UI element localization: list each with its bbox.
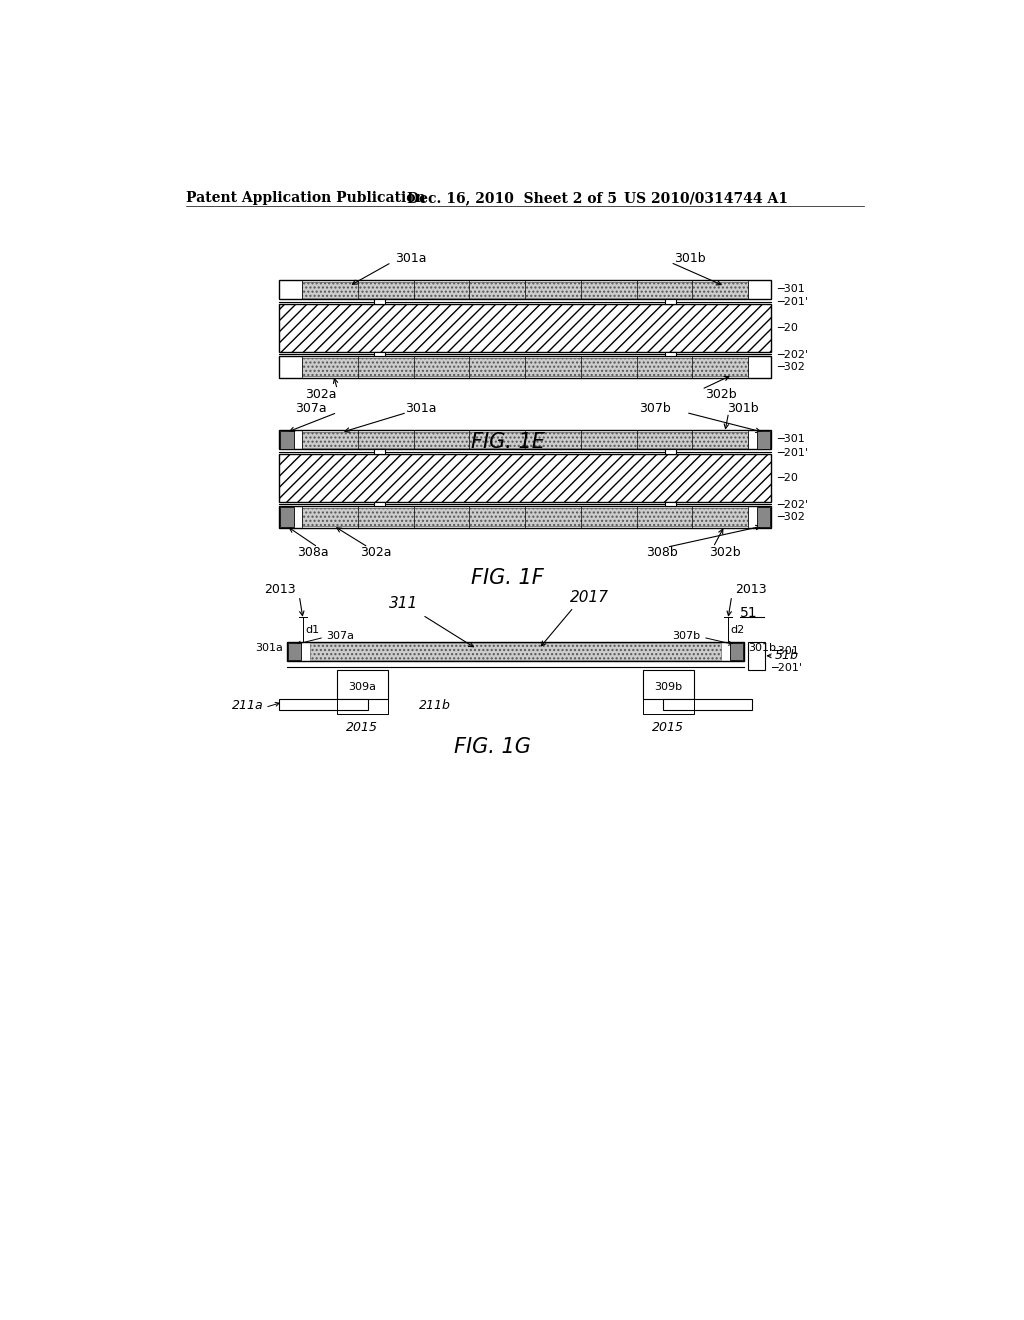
Text: US 2010/0314744 A1: US 2010/0314744 A1 <box>624 191 788 206</box>
Text: 308a: 308a <box>297 546 329 560</box>
Text: 307b: 307b <box>673 631 700 640</box>
Text: 309b: 309b <box>654 682 682 693</box>
Bar <box>757 430 770 449</box>
Text: 302b: 302b <box>706 388 737 401</box>
Text: 302a: 302a <box>360 546 392 560</box>
Bar <box>280 356 771 378</box>
Bar <box>280 700 369 710</box>
Text: d1: d1 <box>305 624 319 635</box>
Text: 302b: 302b <box>710 546 741 560</box>
Text: Dec. 16, 2010  Sheet 2 of 5: Dec. 16, 2010 Sheet 2 of 5 <box>407 191 617 206</box>
Bar <box>663 700 752 710</box>
Bar <box>665 450 676 454</box>
Text: 308b: 308b <box>646 546 678 560</box>
Text: 2017: 2017 <box>569 590 608 605</box>
Bar <box>665 351 676 356</box>
Bar <box>280 454 771 502</box>
Text: d2: d2 <box>730 624 744 635</box>
Text: 2015: 2015 <box>346 721 378 734</box>
Bar <box>280 430 771 449</box>
Text: 301a: 301a <box>395 252 427 265</box>
Text: 307a: 307a <box>295 403 327 416</box>
Text: 301a: 301a <box>406 403 437 416</box>
Text: ─301: ─301 <box>777 434 805 445</box>
Text: 2013: 2013 <box>264 583 296 597</box>
Bar <box>748 642 765 671</box>
Text: 301b: 301b <box>727 403 759 416</box>
Text: 211a: 211a <box>232 700 263 713</box>
Text: 211b: 211b <box>419 700 451 713</box>
Bar <box>302 508 748 527</box>
Text: FIG. 1G: FIG. 1G <box>454 738 530 758</box>
Text: ─202': ─202' <box>777 500 809 510</box>
Text: 51b: 51b <box>775 649 799 663</box>
Text: ─201': ─201' <box>771 663 802 673</box>
Bar <box>757 507 770 527</box>
Bar <box>375 450 385 454</box>
Text: ─202': ─202' <box>777 350 809 360</box>
Bar <box>337 669 388 700</box>
Text: 311: 311 <box>388 595 418 611</box>
Bar <box>280 507 294 527</box>
Text: 301a: 301a <box>255 643 283 653</box>
Text: ─20: ─20 <box>777 323 799 333</box>
Bar <box>280 507 771 528</box>
Bar <box>665 502 676 507</box>
Text: 301b: 301b <box>748 643 776 653</box>
Text: 307a: 307a <box>327 631 354 640</box>
Bar <box>375 351 385 356</box>
Text: ─301: ─301 <box>771 647 799 656</box>
Text: ─302: ─302 <box>777 362 805 372</box>
Text: ─201': ─201' <box>777 447 809 458</box>
Bar <box>280 430 294 449</box>
Text: 51: 51 <box>740 606 758 619</box>
Bar <box>287 642 744 661</box>
Text: Patent Application Publication: Patent Application Publication <box>186 191 426 206</box>
Bar <box>665 300 676 304</box>
Bar <box>302 432 748 447</box>
Bar <box>375 502 385 507</box>
Bar <box>730 643 742 660</box>
Text: 302a: 302a <box>305 388 336 401</box>
Text: ─302: ─302 <box>777 512 805 523</box>
Text: 301b: 301b <box>675 252 706 265</box>
Text: FIG. 1E: FIG. 1E <box>471 432 545 451</box>
Bar <box>302 358 748 376</box>
Text: 309a: 309a <box>348 682 376 693</box>
Bar <box>310 643 721 660</box>
Text: 307b: 307b <box>640 403 672 416</box>
Bar <box>643 669 693 700</box>
Bar <box>289 643 301 660</box>
Text: ─201': ─201' <box>777 297 809 308</box>
Text: FIG. 1F: FIG. 1F <box>471 568 544 587</box>
Text: 2015: 2015 <box>652 721 684 734</box>
Text: 2013: 2013 <box>735 583 767 597</box>
Text: ─20: ─20 <box>777 473 799 483</box>
Bar <box>280 304 771 351</box>
Text: ─301: ─301 <box>777 284 805 294</box>
Bar <box>375 300 385 304</box>
Bar <box>280 280 771 300</box>
Bar <box>302 281 748 298</box>
